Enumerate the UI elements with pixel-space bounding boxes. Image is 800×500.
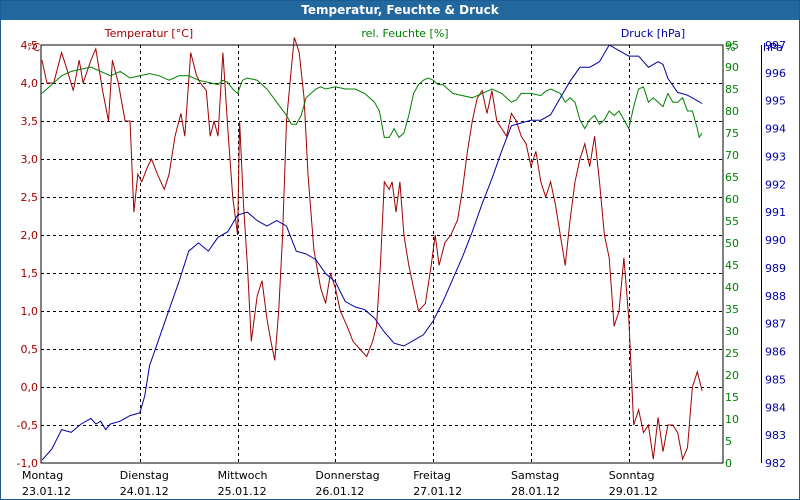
pressure-tick-label: 996 <box>765 67 786 80</box>
humidity-tick-label: 55 <box>725 215 739 228</box>
pressure-axis-label: Druck [hPa] <box>621 27 685 40</box>
humidity-axis-label: rel. Feuchte [%] <box>361 27 448 40</box>
humidity-tick-label: 10 <box>725 413 739 426</box>
pressure-tick-label: 985 <box>765 373 786 386</box>
day-date-label: 25.01.12 <box>218 485 267 498</box>
pressure-tick-label: 991 <box>765 206 786 219</box>
humidity-tick-label: 0 <box>725 457 732 470</box>
day-name-label: Donnerstag <box>315 469 379 482</box>
pressure-tick-label: 993 <box>765 150 786 163</box>
temperature-axis-unit: °C <box>27 41 41 54</box>
day-labels: Montag 23.01.12 Dienstag 24.01.12 Mittwoch 25… <box>22 469 658 498</box>
day-name-label: Freitag <box>413 469 451 482</box>
pressure-tick-label: 989 <box>765 262 786 275</box>
humidity-tick-label: 20 <box>725 369 739 382</box>
series-lines <box>41 37 703 461</box>
day-name-label: Dienstag <box>120 469 169 482</box>
temperature-tick-label: 2,5 <box>21 191 39 204</box>
day-name-label: Montag <box>22 469 63 482</box>
day-date-label: 28.01.12 <box>511 485 560 498</box>
pressure-tick-label: 984 <box>765 401 786 414</box>
humidity-tick-label: 15 <box>725 391 739 404</box>
humidity-tick-label: 70 <box>725 149 739 162</box>
pressure-tick-label: 983 <box>765 429 786 442</box>
temperature-tick-label: 4,0 <box>21 77 39 90</box>
humidity-axis-unit: % <box>725 41 735 54</box>
humidity-tick-label: 65 <box>725 171 739 184</box>
pressure-tick-label: 982 <box>765 457 786 470</box>
day-date-label: 29.01.12 <box>609 485 658 498</box>
tick-labels: 4,5 4,0 3,5 3,0 2,5 2,0 1,5 1,0 0,5 0,0 -0,5 -1,0 95… <box>17 39 786 470</box>
humidity-tick-label: 95 <box>725 39 739 52</box>
day-date-label: 27.01.12 <box>413 485 462 498</box>
humidity-tick-label: 35 <box>725 303 739 316</box>
pressure-tick-label: 994 <box>765 123 786 136</box>
chart-area: °C Temperatur [°C] rel. Feuchte [%] Druc… <box>17 27 786 498</box>
day-date-label: 26.01.12 <box>315 485 364 498</box>
day-date-label: 24.01.12 <box>120 485 169 498</box>
humidity-tick-label: 90 <box>725 61 739 74</box>
pressure-tick-label: 997 <box>765 39 786 52</box>
pressure-axis-unit: hPa <box>763 41 783 54</box>
temperature-tick-label: 4,5 <box>21 39 39 52</box>
temperature-tick-label: 1,0 <box>21 305 39 318</box>
temperature-tick-label: -1,0 <box>17 457 38 470</box>
temperature-tick-label: 3,0 <box>21 153 39 166</box>
day-name-label: Samstag <box>511 469 559 482</box>
humidity-tick-label: 25 <box>725 347 739 360</box>
humidity-tick-label: 85 <box>725 83 739 96</box>
window-title: Temperatur, Feuchte & Druck <box>1 1 799 20</box>
temperature-tick-label: 0,5 <box>21 343 39 356</box>
humidity-tick-label: 40 <box>725 281 739 294</box>
pressure-tick-label: 992 <box>765 178 786 191</box>
humidity-tick-label: 5 <box>725 435 732 448</box>
humidity-tick-label: 75 <box>725 127 739 140</box>
day-date-label: 23.01.12 <box>22 485 71 498</box>
temperature-tick-label: 3,5 <box>21 115 39 128</box>
grid <box>41 45 723 463</box>
humidity-tick-label: 30 <box>725 325 739 338</box>
temperature-tick-label: 0,0 <box>21 381 39 394</box>
pressure-tick-label: 986 <box>765 346 786 359</box>
humidity-series-line <box>41 66 703 139</box>
pressure-tick-label: 987 <box>765 318 786 331</box>
humidity-tick-label: 60 <box>725 193 739 206</box>
pressure-tick-label: 990 <box>765 234 786 247</box>
humidity-tick-label: 50 <box>725 237 739 250</box>
temperature-tick-label: 2,0 <box>21 229 39 242</box>
plot-area <box>40 44 724 464</box>
day-name-label: Mittwoch <box>218 469 268 482</box>
pressure-tick-label: 995 <box>765 95 786 108</box>
humidity-tick-label: 45 <box>725 259 739 272</box>
temperature-series-line <box>41 37 703 461</box>
temperature-tick-label: -0,5 <box>17 419 38 432</box>
pressure-tick-label: 988 <box>765 290 786 303</box>
temperature-tick-label: 1,5 <box>21 267 39 280</box>
humidity-tick-label: 80 <box>725 105 739 118</box>
temperature-axis-label: Temperatur [°C] <box>104 27 193 40</box>
pressure-series-line <box>41 44 703 461</box>
day-name-label: Sonntag <box>609 469 655 482</box>
